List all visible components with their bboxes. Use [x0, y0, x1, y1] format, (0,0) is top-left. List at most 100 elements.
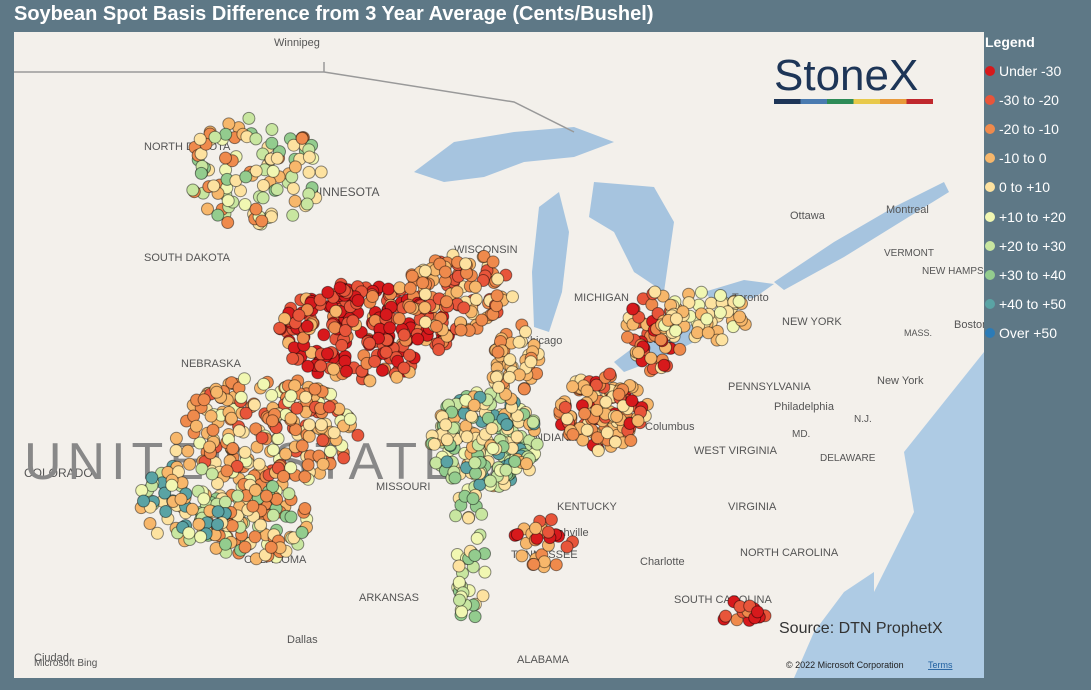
basis-dot [143, 517, 157, 530]
basis-dot [448, 471, 462, 485]
basis-dot [265, 414, 279, 428]
basis-dot [455, 605, 469, 619]
basis-dot [468, 549, 482, 562]
place-label: MASS. [904, 328, 932, 338]
legend-label: Under -30 [999, 62, 1062, 79]
terms-link[interactable]: Terms [928, 660, 953, 670]
basis-dot [266, 443, 280, 457]
basis-dot [252, 457, 266, 471]
basis-dot [549, 558, 563, 572]
basis-dot [430, 319, 443, 333]
place-label: ARKANSAS [359, 592, 419, 604]
legend-swatch [985, 211, 995, 222]
basis-dot [440, 295, 453, 309]
place-label: ALABAMA [517, 654, 570, 666]
basis-dot [194, 147, 208, 161]
basis-dot [211, 518, 225, 531]
basis-dot [221, 216, 235, 229]
basis-dot [284, 510, 298, 524]
basis-dot [300, 197, 314, 211]
basis-dot [449, 509, 463, 523]
basis-dot [475, 507, 489, 521]
legend-item: Under -30 [985, 56, 1089, 85]
basis-dot [159, 505, 173, 518]
basis-dot [492, 380, 506, 394]
basis-dot [194, 530, 208, 544]
basis-dot [333, 281, 347, 295]
legend-swatch [985, 182, 995, 193]
basis-dot [733, 310, 747, 324]
basis-dot [313, 293, 327, 307]
place-label: VERMONT [884, 248, 934, 259]
basis-dot [249, 164, 263, 178]
basis-dot [732, 294, 746, 308]
basis-dot [469, 292, 483, 306]
basis-dot [206, 423, 220, 437]
basis-dot [418, 287, 432, 301]
basis-dot [517, 382, 531, 396]
basis-dot [249, 202, 263, 216]
legend-item: +10 to +20 [985, 202, 1089, 231]
legend-label: +40 to +50 [999, 296, 1066, 313]
basis-dot [418, 264, 432, 278]
basis-dot [314, 418, 328, 432]
basis-dot [379, 345, 393, 359]
logo-stripe [880, 99, 907, 104]
basis-dot [381, 282, 395, 296]
basis-dot [476, 589, 490, 603]
legend-label: +20 to +30 [999, 237, 1066, 254]
basis-dot [726, 320, 740, 334]
basis-dot [714, 289, 727, 302]
place-label: MISSOURI [376, 481, 430, 493]
basis-dot [270, 183, 284, 196]
basis-dot [636, 292, 650, 306]
basis-dot [610, 410, 624, 423]
basis-dot [327, 362, 341, 376]
basis-dot [204, 409, 218, 423]
basis-dot [411, 332, 425, 346]
basis-dot [314, 359, 328, 373]
basis-dot [508, 455, 522, 468]
basis-dot [239, 170, 253, 184]
basis-dot [612, 387, 626, 401]
basis-dot [397, 328, 411, 342]
basis-dot [221, 194, 235, 208]
legend-item: +20 to +30 [985, 231, 1089, 260]
basis-dot [393, 281, 407, 295]
place-label: NORTH CAROLINA [740, 547, 839, 559]
legend-swatch [985, 299, 995, 310]
place-label: KENTUCKY [557, 501, 618, 513]
basis-dot [560, 540, 574, 554]
basis-dot [468, 280, 482, 294]
basis-dot [626, 302, 640, 316]
basis-dot [295, 526, 309, 539]
basis-dot [589, 378, 603, 392]
basis-dot [225, 411, 238, 425]
basis-dot [211, 505, 225, 519]
basis-dot [519, 325, 532, 339]
basis-dot [270, 151, 284, 165]
legend-label: -30 to -20 [999, 91, 1059, 108]
basis-dot [460, 430, 474, 444]
place-label: Winnipeg [274, 37, 320, 49]
legend-label: Over +50 [999, 325, 1057, 342]
basis-dot [321, 347, 334, 361]
place-label: SOUTH DAKOTA [144, 252, 231, 264]
legend: Legend Under -30 -30 to -20 -20 to -10 -10 … [985, 34, 1089, 348]
basis-dot [351, 428, 365, 442]
logo-stripe [906, 99, 933, 104]
basis-dot [321, 285, 335, 299]
basis-dot [632, 310, 646, 324]
basis-dot [271, 432, 285, 446]
basis-dot [286, 182, 300, 195]
basis-dot [485, 422, 499, 436]
basis-dot [486, 255, 500, 269]
basis-dot [172, 465, 185, 479]
basis-dot [234, 390, 248, 404]
basis-dot [288, 194, 302, 208]
basis-dot [403, 300, 417, 314]
logo-stripe [853, 99, 880, 104]
basis-dot [510, 430, 524, 444]
ocean [794, 572, 874, 678]
basis-dot [226, 442, 240, 455]
